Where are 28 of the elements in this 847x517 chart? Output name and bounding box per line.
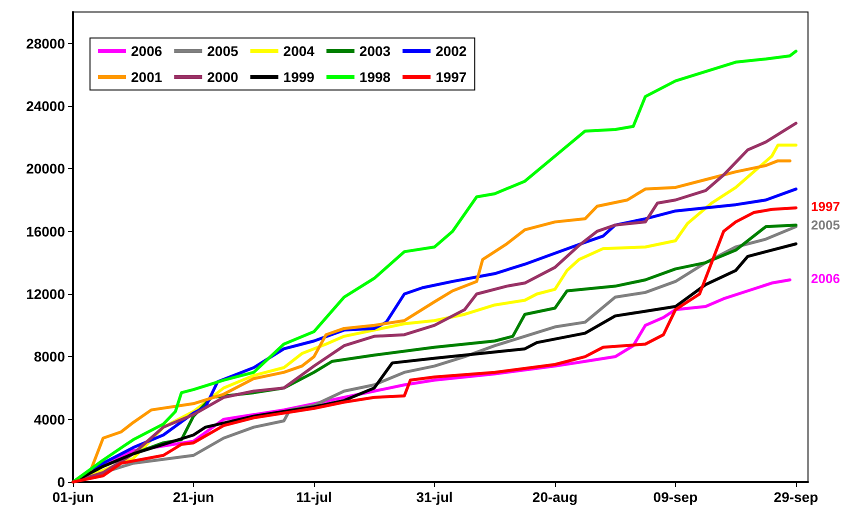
legend-label: 2001 bbox=[131, 69, 162, 85]
annotation: 2005 bbox=[811, 218, 840, 233]
x-tick-label: 29-sep bbox=[774, 489, 818, 505]
y-tick-label: 0 bbox=[57, 474, 66, 490]
legend-label: 1999 bbox=[283, 69, 315, 85]
y-tick-label: 16000 bbox=[26, 223, 66, 240]
legend-label: 2002 bbox=[436, 43, 467, 59]
y-tick-label: 8000 bbox=[34, 348, 66, 365]
y-tick-label: 28000 bbox=[26, 35, 66, 52]
y-tick-label: 12000 bbox=[26, 286, 66, 302]
y-tick-label: 4000 bbox=[34, 411, 66, 428]
legend-label: 2004 bbox=[283, 43, 315, 59]
x-tick-label: 11-jul bbox=[296, 489, 332, 505]
annotation: 2006 bbox=[811, 270, 840, 286]
y-tick-label: 20000 bbox=[26, 160, 66, 177]
legend-label: 1998 bbox=[359, 69, 391, 85]
x-tick-label: 21-jun bbox=[172, 489, 214, 505]
x-tick-label: 01-jun bbox=[52, 489, 94, 505]
legend-label: 1997 bbox=[436, 69, 467, 85]
x-tick-label: 09-sep bbox=[653, 489, 698, 505]
legend-label: 2006 bbox=[131, 43, 162, 59]
legend-label: 2000 bbox=[207, 69, 239, 85]
x-tick-label: 20-aug bbox=[532, 489, 578, 505]
annotation: 1997 bbox=[811, 198, 840, 214]
x-tick-label: 31-jul bbox=[416, 489, 453, 505]
legend-label: 2003 bbox=[359, 43, 391, 59]
legend-label: 2005 bbox=[207, 43, 239, 59]
y-tick-label: 24000 bbox=[26, 98, 66, 114]
